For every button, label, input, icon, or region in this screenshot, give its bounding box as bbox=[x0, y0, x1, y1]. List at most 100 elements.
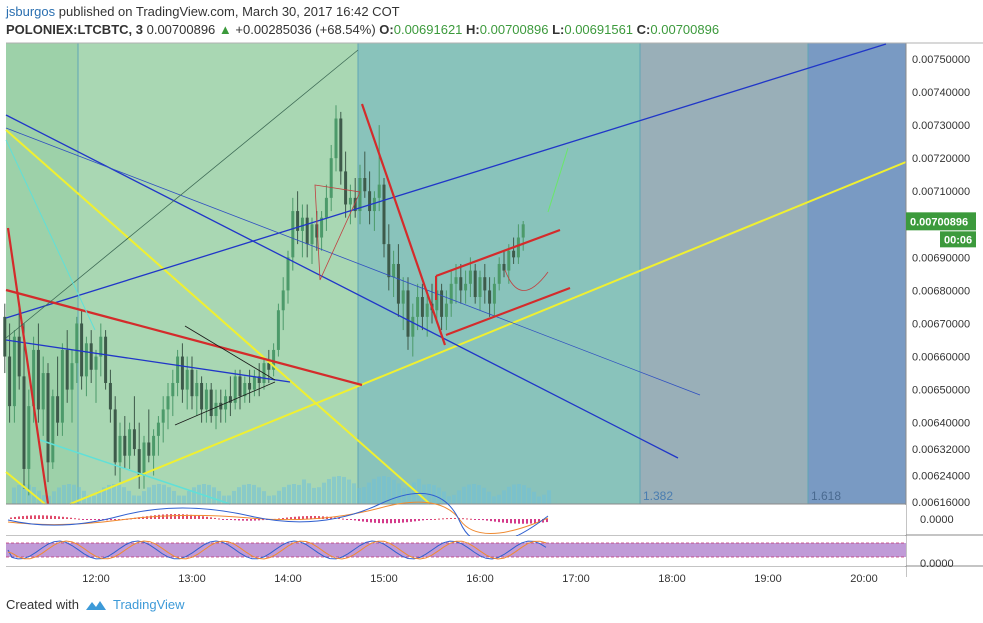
macd-signal-line bbox=[7, 501, 549, 534]
price-axis[interactable]: 0.00750000 0.00740000 0.00730000 0.00720000… bbox=[906, 54, 976, 570]
candle-body bbox=[368, 191, 372, 212]
volume-bar bbox=[377, 476, 381, 504]
tradingview-logo-icon bbox=[85, 600, 106, 610]
candle-body bbox=[80, 323, 84, 377]
candle-body bbox=[310, 224, 314, 245]
volume-bar bbox=[117, 484, 121, 504]
time-tick: 17:00 bbox=[562, 573, 590, 585]
candle-body bbox=[324, 197, 328, 218]
trend-drawings[interactable] bbox=[5, 43, 907, 505]
last-price: 0.00700896 bbox=[146, 22, 216, 37]
candle-body bbox=[425, 303, 429, 317]
axis-strip bbox=[906, 43, 983, 577]
candle-body bbox=[219, 402, 223, 410]
macd-bar bbox=[486, 519, 488, 521]
volume-bar bbox=[207, 484, 211, 504]
time-zone bbox=[640, 43, 808, 504]
volume-bar bbox=[87, 495, 91, 504]
candle-body bbox=[108, 382, 112, 410]
macd-bar bbox=[302, 516, 304, 519]
volume-bar bbox=[547, 490, 551, 504]
volume-bar bbox=[492, 496, 496, 504]
volume-bar bbox=[282, 487, 286, 504]
candle-body bbox=[372, 197, 376, 212]
candle-body bbox=[180, 356, 184, 390]
macd-bar bbox=[278, 518, 280, 520]
macd-bar bbox=[50, 515, 52, 519]
volume-bar bbox=[332, 476, 336, 504]
volume-bar bbox=[422, 484, 426, 504]
macd-bar bbox=[510, 519, 512, 524]
macd-bar bbox=[406, 519, 408, 523]
macd-bar bbox=[442, 518, 444, 520]
macd-bar bbox=[74, 518, 76, 520]
candle-body bbox=[113, 409, 117, 463]
volume-bar bbox=[77, 487, 81, 504]
macd-bar bbox=[342, 518, 344, 520]
volume-bar bbox=[227, 495, 231, 504]
candle-body bbox=[276, 310, 280, 350]
volume-bar bbox=[212, 487, 216, 504]
tradingview-brand[interactable]: TradingView bbox=[112, 597, 185, 612]
current-price-text: 0.00700896 bbox=[910, 216, 968, 228]
candle-body bbox=[449, 283, 453, 304]
macd-bar bbox=[210, 517, 212, 519]
macd-bar bbox=[66, 517, 68, 519]
footer: Created with TradingView bbox=[6, 597, 185, 612]
price-tick: 0.00616000 bbox=[912, 497, 970, 509]
macd-bar bbox=[286, 517, 288, 519]
green-projection-line bbox=[547, 147, 569, 213]
candle-body bbox=[147, 442, 151, 456]
close-label: C: bbox=[636, 22, 651, 37]
macd-bar bbox=[290, 517, 292, 519]
candle-body bbox=[339, 118, 343, 172]
macd-bar bbox=[502, 519, 504, 523]
price-tick: 0.00660000 bbox=[912, 352, 970, 364]
candle-body bbox=[344, 171, 348, 205]
macd-bar bbox=[166, 514, 168, 519]
candle-body bbox=[27, 406, 31, 469]
volume-bar bbox=[337, 476, 341, 504]
open-label: O: bbox=[379, 22, 394, 37]
yellow-short-line bbox=[5, 471, 46, 505]
candle-body bbox=[272, 349, 276, 370]
macd-bar bbox=[258, 519, 260, 521]
volume-bar bbox=[222, 495, 226, 504]
volume-bar bbox=[357, 488, 361, 504]
candle-body bbox=[118, 435, 122, 463]
candle-body bbox=[300, 217, 304, 231]
time-tick: 12:00 bbox=[82, 573, 110, 585]
candle-body bbox=[104, 336, 108, 383]
macd-bar bbox=[226, 519, 228, 520]
time-tick: 18:00 bbox=[658, 573, 686, 585]
volume-bar bbox=[252, 484, 256, 504]
stoch-rsi-pane[interactable] bbox=[6, 536, 906, 566]
candle-body bbox=[334, 118, 338, 159]
candle-body bbox=[502, 263, 506, 271]
candle-body bbox=[238, 376, 242, 397]
volume-bar bbox=[57, 487, 61, 504]
macd-bar bbox=[42, 515, 44, 519]
macd-bar bbox=[262, 519, 264, 521]
author-name[interactable]: jsburgos bbox=[6, 4, 56, 19]
macd-bar bbox=[202, 516, 204, 519]
volume-bar bbox=[367, 482, 371, 504]
price-tick: 0.00710000 bbox=[912, 186, 970, 198]
candle-body bbox=[137, 449, 141, 476]
candle-body bbox=[84, 343, 88, 377]
candle-body bbox=[492, 283, 496, 304]
price-tick: 0.00720000 bbox=[912, 153, 970, 165]
macd-bar bbox=[418, 519, 420, 521]
volume-bar bbox=[152, 484, 156, 504]
candle-body bbox=[12, 336, 16, 407]
candle-body bbox=[315, 224, 319, 238]
stoch-band bbox=[6, 543, 906, 557]
time-axis[interactable]: 12:00 13:00 14:00 15:00 16:00 17:00 18:00 19:00… bbox=[6, 567, 906, 585]
red-curve bbox=[504, 269, 549, 291]
high-value: 0.00700896 bbox=[479, 22, 549, 37]
macd-bar bbox=[534, 519, 536, 524]
macd-pane[interactable] bbox=[6, 492, 906, 545]
volume-bar bbox=[52, 491, 56, 504]
macd-bar bbox=[186, 514, 188, 519]
